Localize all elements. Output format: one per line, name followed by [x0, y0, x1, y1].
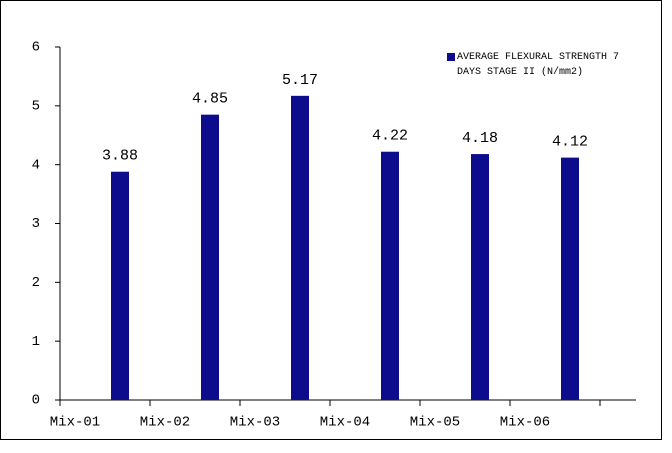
x-tick-label: Mix-04 [320, 415, 370, 431]
bar [471, 154, 489, 400]
legend-label: AVERAGE FLEXURAL STRENGTH 7 DAYS STAGE I… [457, 52, 620, 78]
bar [561, 157, 579, 400]
bar [111, 171, 129, 400]
chart-frame [0, 0, 662, 440]
y-tick-label: 1 [32, 334, 40, 350]
x-tick-label: Mix-02 [140, 415, 190, 431]
y-tick-label: 4 [32, 157, 40, 173]
legend: AVERAGE FLEXURAL STRENGTH 7 DAYS STAGE I… [447, 50, 637, 80]
x-tick-label: Mix-01 [50, 415, 100, 431]
data-label: 4.85 [192, 91, 228, 108]
bar [291, 95, 309, 400]
x-tick-label: Mix-06 [500, 415, 550, 431]
bar [201, 114, 219, 401]
legend-swatch [447, 53, 455, 61]
data-label: 4.22 [372, 128, 408, 145]
y-tick-label: 6 [32, 40, 40, 56]
y-tick-label: 2 [32, 275, 40, 291]
x-tick-label: Mix-03 [230, 415, 280, 431]
data-label: 5.17 [282, 72, 318, 89]
y-tick-label: 0 [32, 393, 40, 409]
bar [381, 151, 399, 400]
x-tick-label: Mix-05 [410, 415, 460, 431]
y-tick-label: 5 [32, 99, 40, 115]
y-tick-label: 3 [32, 216, 40, 232]
data-label: 4.18 [462, 130, 498, 147]
data-label: 3.88 [102, 148, 138, 165]
data-label: 4.12 [552, 134, 588, 151]
